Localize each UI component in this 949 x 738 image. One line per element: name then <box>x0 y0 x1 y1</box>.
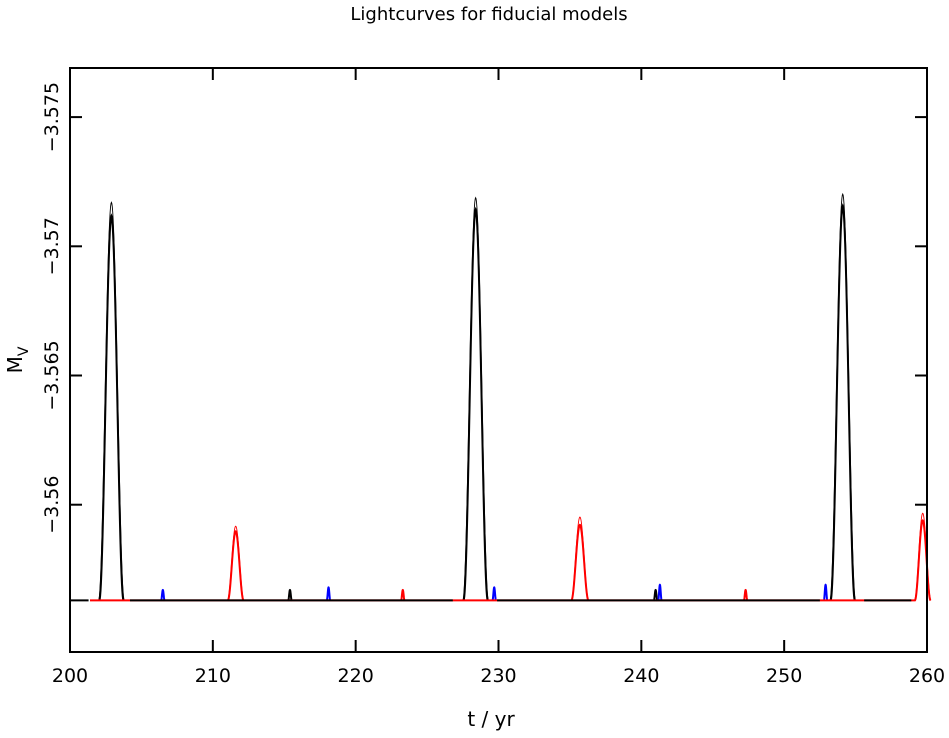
plot-frame <box>69 67 928 653</box>
pulse-4-4 <box>823 583 829 602</box>
pulse-3-2 <box>914 512 932 601</box>
series-3 <box>227 512 932 601</box>
pulse-2-0 <box>227 530 245 602</box>
x-tick-label: 240 <box>623 665 659 687</box>
pulse-2-4 <box>743 588 749 602</box>
pulse-0-4 <box>653 588 659 602</box>
pulse-4-2 <box>491 586 497 602</box>
y-axis-label-sub: V <box>16 346 32 356</box>
chart-title: Lightcurves for fiducial models <box>350 4 627 25</box>
pulse-2-1 <box>570 523 590 602</box>
pulse-0-0 <box>98 213 125 601</box>
pulse-4-0 <box>160 588 166 602</box>
x-tick-label: 210 <box>195 665 231 687</box>
pulse-4-1 <box>325 586 332 602</box>
axis-ticks: 200 210 220 230 240 250 260 −3.575 −3.57 −3.565 −3… <box>41 68 945 687</box>
series-0 <box>98 203 856 602</box>
y-axis-label: MV <box>3 346 32 373</box>
series-4 <box>160 583 829 602</box>
x-tick-label: 220 <box>338 665 374 687</box>
x-tick-label: 250 <box>766 665 802 687</box>
x-tick-label: 260 <box>909 665 945 687</box>
pulse-1-1 <box>462 196 489 601</box>
pulse-2-2 <box>914 519 932 602</box>
y-tick-label: −3.56 <box>41 476 63 534</box>
x-tick-label: 230 <box>480 665 516 687</box>
y-axis-label-main: M <box>3 356 27 373</box>
pulse-4-3 <box>657 583 663 602</box>
x-axis-label: t / yr <box>467 707 515 731</box>
pulse-1-2 <box>829 192 856 601</box>
y-tick-label: −3.575 <box>41 82 63 152</box>
pulse-3-0 <box>227 525 245 601</box>
pulse-0-1 <box>462 206 489 601</box>
series-1 <box>98 192 856 601</box>
y-tick-label: −3.57 <box>41 217 63 275</box>
series-layer <box>70 192 932 602</box>
pulse-2-3 <box>400 588 406 602</box>
pulse-1-0 <box>98 201 125 601</box>
pulse-0-2 <box>829 203 856 601</box>
x-tick-label: 200 <box>52 665 88 687</box>
pulse-0-3 <box>287 588 293 602</box>
svg-text:MV: MV <box>3 346 32 373</box>
pulse-3-1 <box>570 516 590 601</box>
y-tick-label: −3.565 <box>41 340 63 410</box>
